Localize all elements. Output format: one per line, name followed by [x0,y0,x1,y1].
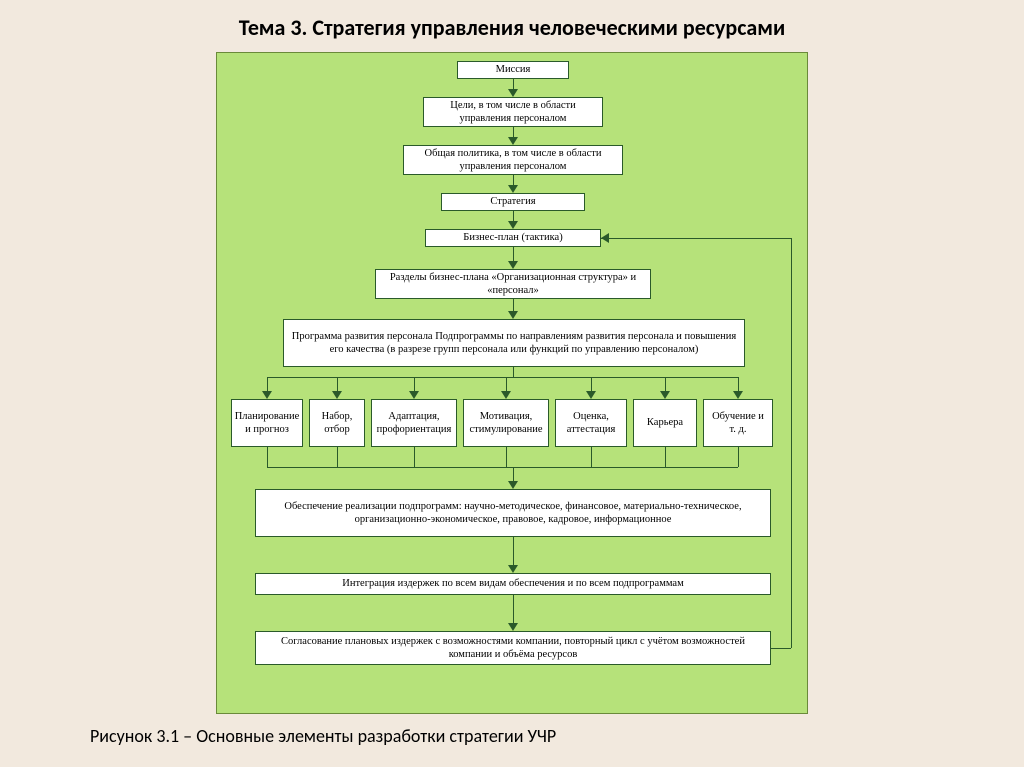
arrow-down-icon [501,391,511,399]
arrow-down-icon [508,261,518,269]
arrow-down-icon [332,391,342,399]
node-n3: Общая политика, в том числе в области уп… [403,145,623,175]
node-n1: Миссия [457,61,569,79]
node-n7: Программа развития персонала Подпрограмм… [283,319,745,367]
arrow-down-icon [508,89,518,97]
node-n8: Обеспечение реализации подпрограмм: науч… [255,489,771,537]
arrow-down-icon [508,623,518,631]
node-b6: Карьера [633,399,697,447]
arrow-down-icon [508,311,518,319]
node-b2: Набор, отбор [309,399,365,447]
arrow-down-icon [660,391,670,399]
connector [591,447,592,467]
connector [513,537,514,567]
connector [414,447,415,467]
node-n5: Бизнес-план (тактика) [425,229,601,247]
connector [506,447,507,467]
page-title: Тема 3. Стратегия управления человечески… [0,0,1024,49]
node-n4: Стратегия [441,193,585,211]
connector [513,367,514,377]
node-n9: Интеграция издержек по всем видам обеспе… [255,573,771,595]
arrow-down-icon [733,391,743,399]
connector [337,447,338,467]
node-b3: Адаптация, профориентация [371,399,457,447]
node-b4: Мотивация, стимулирование [463,399,549,447]
node-n10: Согласование плановых издержек с возможн… [255,631,771,665]
arrow-down-icon [262,391,272,399]
connector [665,447,666,467]
arrow-down-icon [409,391,419,399]
feedback-line [771,648,791,649]
merge-hline [267,467,738,468]
connector [738,447,739,467]
connector [513,595,514,625]
arrow-down-icon [586,391,596,399]
arrow-down-icon [508,221,518,229]
arrow-down-icon [508,137,518,145]
feedback-line [601,238,791,239]
arrow-left-icon [601,233,609,243]
arrow-down-icon [508,481,518,489]
node-b1: Планирование и прогноз [231,399,303,447]
arrow-down-icon [508,185,518,193]
figure-caption: Рисунок 3.1 – Основные элементы разработ… [90,725,556,747]
feedback-line [791,238,792,648]
node-n6: Разделы бизнес-плана «Организационная ст… [375,269,651,299]
node-n2: Цели, в том числе в области управления п… [423,97,603,127]
connector [267,447,268,467]
node-b5: Оценка, аттестация [555,399,627,447]
arrow-down-icon [508,565,518,573]
flowchart: Миссия Цели, в том числе в области управл… [216,52,808,714]
node-b7: Обучение и т. д. [703,399,773,447]
